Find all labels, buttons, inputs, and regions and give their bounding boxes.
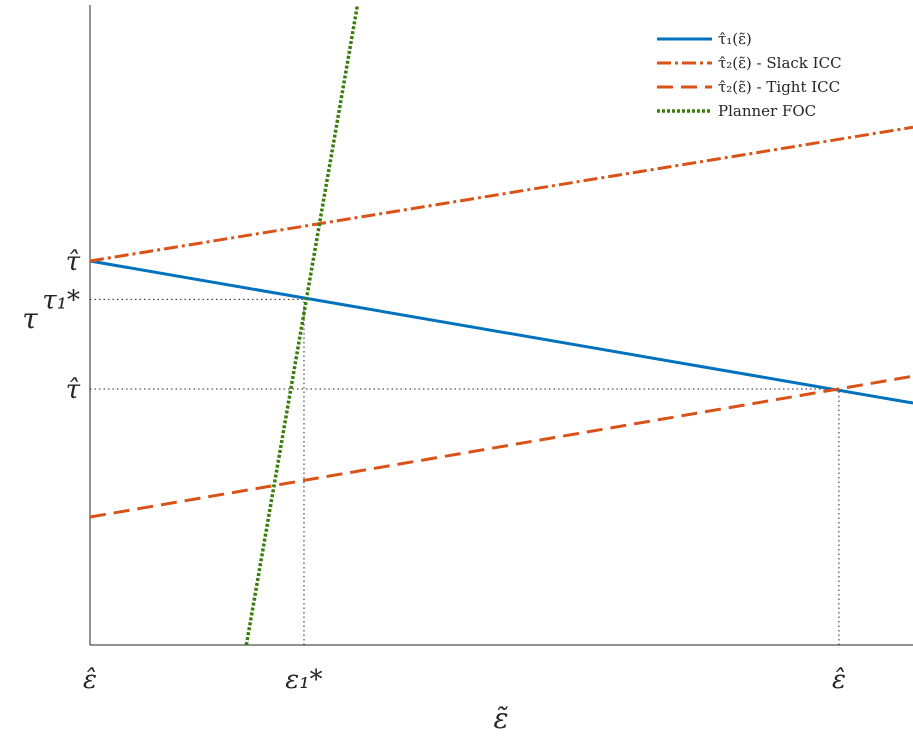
x-tick-label-2: ε₁* (285, 665, 322, 695)
y-tick-label-3: τ̂ (66, 375, 81, 405)
series-line-3 (89, 374, 913, 519)
series-lines (89, 4, 913, 646)
legend-label-3: τ̂₂(ε̃) - Tight ICC (718, 78, 840, 96)
legend-label-1: τ̂₁(ε̃) (718, 30, 752, 48)
x-tick-label-3: ε̂ (832, 665, 846, 695)
axes (89, 5, 913, 646)
series-line-1 (89, 259, 913, 405)
series-line-2 (89, 125, 913, 263)
tick-labels: ε̂ ε₁* ε̂ τ̂ τ₁* τ̂ (42, 247, 846, 695)
reference-lines (90, 298, 840, 645)
y-axis-label: τ (22, 302, 38, 335)
legend: τ̂₁(ε̃) τ̂₂(ε̃) - Slack ICC τ̂₂(ε̃) - Tigh… (657, 30, 842, 120)
legend-label-2: τ̂₂(ε̃) - Slack ICC (718, 54, 842, 72)
y-tick-label-1: τ̂ (66, 247, 81, 277)
series-line-4 (244, 4, 360, 646)
x-axis-label: ε̃ (493, 702, 508, 735)
x-tick-label-1: ε̂ (83, 665, 97, 695)
y-tick-label-2: τ₁* (42, 285, 80, 315)
legend-label-4: Planner FOC (718, 102, 816, 120)
